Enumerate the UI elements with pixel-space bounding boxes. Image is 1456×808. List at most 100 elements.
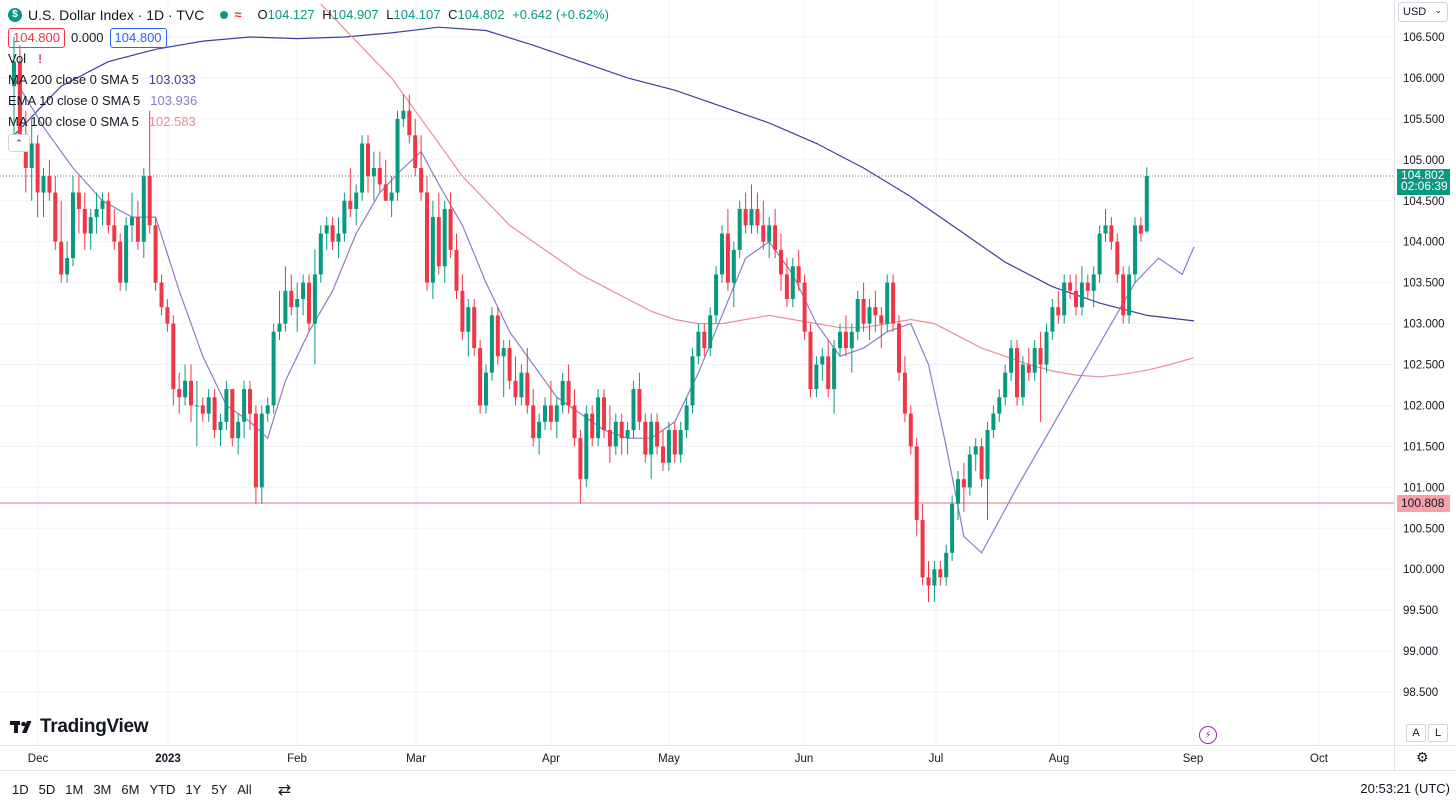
candle[interactable] — [242, 380, 247, 439]
candle[interactable] — [1009, 339, 1014, 381]
candle[interactable] — [1097, 225, 1102, 283]
ask-price-button[interactable]: 104.800 — [109, 27, 167, 48]
volume-indicator-label[interactable]: Vol — [8, 50, 27, 66]
candle[interactable] — [908, 405, 913, 455]
candle[interactable] — [720, 225, 724, 283]
candle[interactable] — [112, 208, 117, 250]
auto-scale-button[interactable]: A — [1406, 724, 1426, 742]
candle[interactable] — [177, 372, 182, 414]
candle[interactable] — [312, 249, 317, 365]
candle[interactable] — [29, 118, 34, 201]
candle[interactable] — [183, 364, 188, 406]
candle[interactable] — [891, 274, 896, 332]
candle[interactable] — [773, 208, 778, 259]
candle[interactable] — [808, 323, 813, 398]
candle[interactable] — [135, 200, 140, 250]
candle[interactable] — [194, 380, 199, 447]
candle[interactable] — [389, 176, 394, 218]
candle[interactable] — [472, 299, 477, 357]
candle[interactable] — [513, 356, 518, 406]
candle[interactable] — [218, 413, 223, 447]
candle[interactable] — [1103, 208, 1108, 242]
candle[interactable] — [395, 110, 400, 201]
candle[interactable] — [755, 192, 760, 234]
range-button-1y[interactable]: 1Y — [185, 782, 202, 797]
candle[interactable] — [1056, 290, 1061, 324]
bid-price-button[interactable]: 104.800 — [8, 27, 65, 48]
candle[interactable] — [224, 380, 229, 430]
candle[interactable] — [613, 413, 618, 455]
candle[interactable] — [531, 389, 536, 447]
candle[interactable] — [784, 258, 789, 308]
candle[interactable] — [171, 315, 176, 406]
ma100-indicator-label[interactable]: MA 100 close 0 SMA 5 — [8, 113, 139, 129]
candle[interactable] — [448, 192, 453, 259]
candle[interactable] — [265, 397, 270, 422]
candle[interactable] — [1044, 323, 1049, 373]
candle[interactable] — [537, 413, 542, 455]
candle[interactable] — [53, 176, 58, 250]
candle[interactable] — [489, 307, 494, 381]
lightning-icon[interactable]: ⚡ — [1199, 726, 1217, 744]
candle[interactable] — [401, 94, 406, 128]
candle[interactable] — [82, 192, 87, 250]
candle[interactable] — [867, 299, 872, 340]
candle[interactable] — [596, 389, 601, 447]
candle[interactable] — [1068, 274, 1073, 299]
candle[interactable] — [666, 421, 671, 471]
candle[interactable] — [838, 323, 842, 357]
candle[interactable] — [661, 430, 665, 471]
candle[interactable] — [307, 274, 311, 332]
candle[interactable] — [578, 430, 583, 504]
candle[interactable] — [637, 372, 642, 430]
candle[interactable] — [708, 307, 713, 357]
candle[interactable] — [230, 389, 235, 447]
tradingview-logo[interactable]: TradingView — [10, 716, 149, 738]
candle[interactable] — [944, 544, 949, 586]
candle[interactable] — [283, 266, 288, 332]
candle[interactable] — [436, 192, 441, 275]
candle[interactable] — [749, 184, 754, 234]
candle[interactable] — [478, 339, 483, 414]
candle[interactable] — [885, 274, 890, 332]
candle[interactable] — [1003, 364, 1008, 406]
candle[interactable] — [1121, 266, 1126, 324]
candle[interactable] — [100, 192, 105, 226]
range-button-1m[interactable]: 1M — [65, 782, 84, 797]
candle[interactable] — [631, 380, 636, 439]
candle[interactable] — [189, 364, 193, 422]
ma200-indicator-label[interactable]: MA 200 close 0 SMA 5 — [8, 71, 139, 87]
candle[interactable] — [12, 37, 16, 136]
candle[interactable] — [130, 192, 134, 242]
range-button-3m[interactable]: 3M — [93, 782, 112, 797]
candle[interactable] — [507, 339, 512, 390]
candle[interactable] — [354, 184, 359, 226]
candle[interactable] — [1026, 348, 1031, 381]
candle[interactable] — [47, 159, 52, 201]
candle[interactable] — [590, 405, 595, 447]
candle[interactable] — [271, 323, 276, 414]
candle[interactable] — [360, 135, 365, 201]
candle[interactable] — [1115, 233, 1120, 283]
candle[interactable] — [702, 323, 707, 357]
candle[interactable] — [301, 274, 306, 316]
candle[interactable] — [1138, 217, 1143, 242]
candle[interactable] — [1079, 266, 1084, 316]
candle[interactable] — [336, 217, 341, 259]
candle[interactable] — [419, 135, 424, 201]
range-button-6m[interactable]: 6M — [121, 782, 140, 797]
candle[interactable] — [460, 274, 465, 340]
candle[interactable] — [466, 299, 471, 357]
candle[interactable] — [625, 421, 630, 455]
candle[interactable] — [814, 356, 819, 398]
candle[interactable] — [725, 208, 730, 291]
candle[interactable] — [843, 315, 848, 357]
candle[interactable] — [76, 176, 81, 234]
candle[interactable] — [1020, 356, 1025, 406]
candle[interactable] — [430, 200, 435, 299]
candle[interactable] — [65, 241, 70, 283]
candle[interactable] — [147, 110, 152, 234]
candle[interactable] — [973, 438, 978, 471]
candle[interactable] — [826, 339, 831, 398]
candle[interactable] — [318, 225, 323, 283]
